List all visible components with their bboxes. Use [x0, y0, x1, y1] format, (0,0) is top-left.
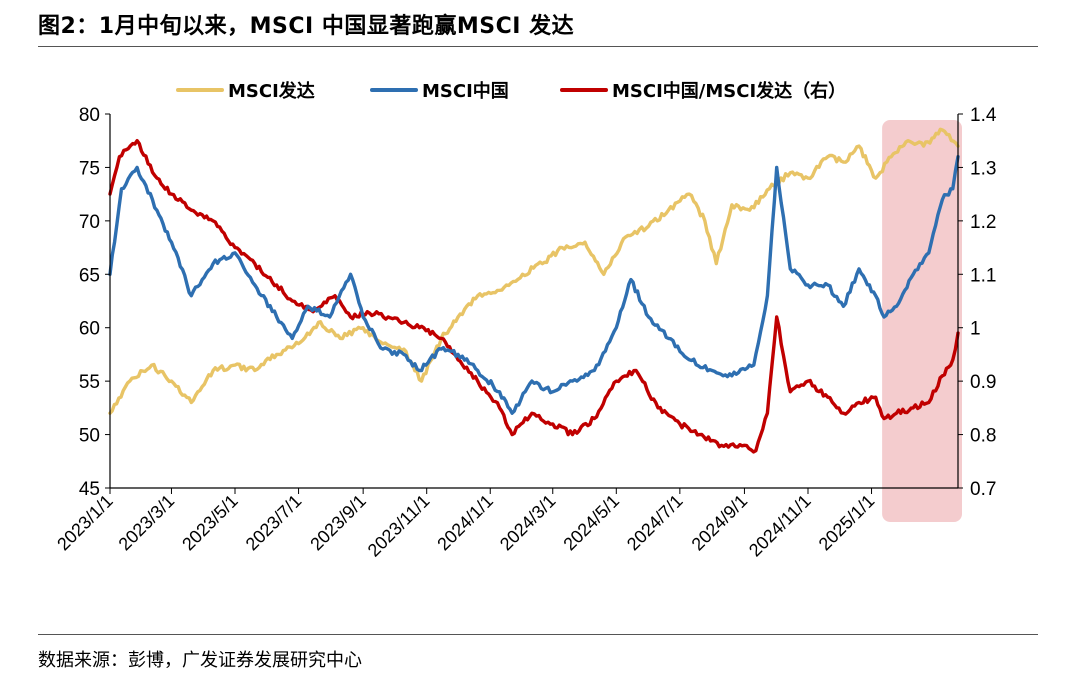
x-tick-label: 2023/7/1	[242, 491, 306, 555]
legend: MSCI发达 MSCI中国 MSCI中国/MSCI发达（右）	[176, 80, 846, 102]
right-tick-label: 0.7	[970, 479, 996, 500]
x-tick-label: 2025/1/1	[815, 491, 879, 555]
left-tick-label: 80	[79, 105, 100, 126]
left-tick-label: 55	[79, 372, 100, 393]
right-tick-label: 1.4	[970, 105, 997, 126]
x-tick-label: 2024/3/1	[496, 491, 560, 555]
right-tick-label: 0.9	[970, 372, 996, 393]
x-tick-label: 2023/5/1	[178, 491, 242, 555]
x-tick-label: 2023/11/1	[364, 491, 434, 561]
legend-label-msci: MSCI发达	[228, 80, 315, 102]
right-tick-label: 0.8	[970, 426, 996, 447]
top-divider	[38, 46, 1038, 47]
left-tick-label: 45	[79, 479, 100, 500]
chart: 80 75 70 65 60 55 50 45 1.4 1.3 1.2 1.1 1 0.9 0.8 0.7 20…	[53, 80, 997, 561]
x-tick-label: 2024/11/1	[745, 491, 815, 561]
axes: 80 75 70 65 60 55 50 45 1.4 1.3 1.2 1.1 1 0.9 0.8 0.7 20…	[53, 105, 997, 561]
series-line-msci	[108, 155, 960, 415]
bottom-divider	[38, 634, 1038, 635]
x-tick-label: 2023/9/1	[306, 491, 370, 555]
source-note: 数据来源：彭博，广发证券发展研究中心	[38, 650, 362, 671]
x-tick-label: 2023/1/1	[53, 491, 117, 555]
x-tick-label: 2024/5/1	[559, 491, 623, 555]
x-tick-label: 2023/3/1	[115, 491, 179, 555]
left-tick-label: 60	[79, 319, 100, 340]
x-tick-label: 2024/9/1	[688, 491, 752, 555]
right-tick-label: 1.1	[970, 265, 996, 286]
series-line-msci-msci	[108, 139, 960, 454]
legend-label-msci: MSCI中国	[422, 80, 509, 102]
legend-label-msci-msci: MSCI中国/MSCI发达（右）	[612, 80, 846, 102]
left-tick-label: 65	[79, 265, 100, 286]
right-tick-label: 1.2	[970, 212, 996, 233]
series-lines	[108, 127, 960, 454]
highlight-region	[882, 120, 962, 522]
left-tick-label: 75	[79, 158, 100, 179]
x-tick-label: 2024/1/1	[433, 491, 497, 555]
x-tick-label: 2024/7/1	[623, 491, 687, 555]
right-tick-label: 1.3	[970, 158, 996, 179]
page-title: 图2：1月中旬以来，MSCI 中国显著跑赢MSCI 发达	[38, 14, 575, 39]
left-tick-label: 50	[79, 426, 100, 447]
highlight-rect	[882, 120, 962, 522]
left-tick-label: 70	[79, 212, 100, 233]
series-line-msci	[108, 127, 960, 415]
right-tick-label: 1	[970, 319, 981, 340]
